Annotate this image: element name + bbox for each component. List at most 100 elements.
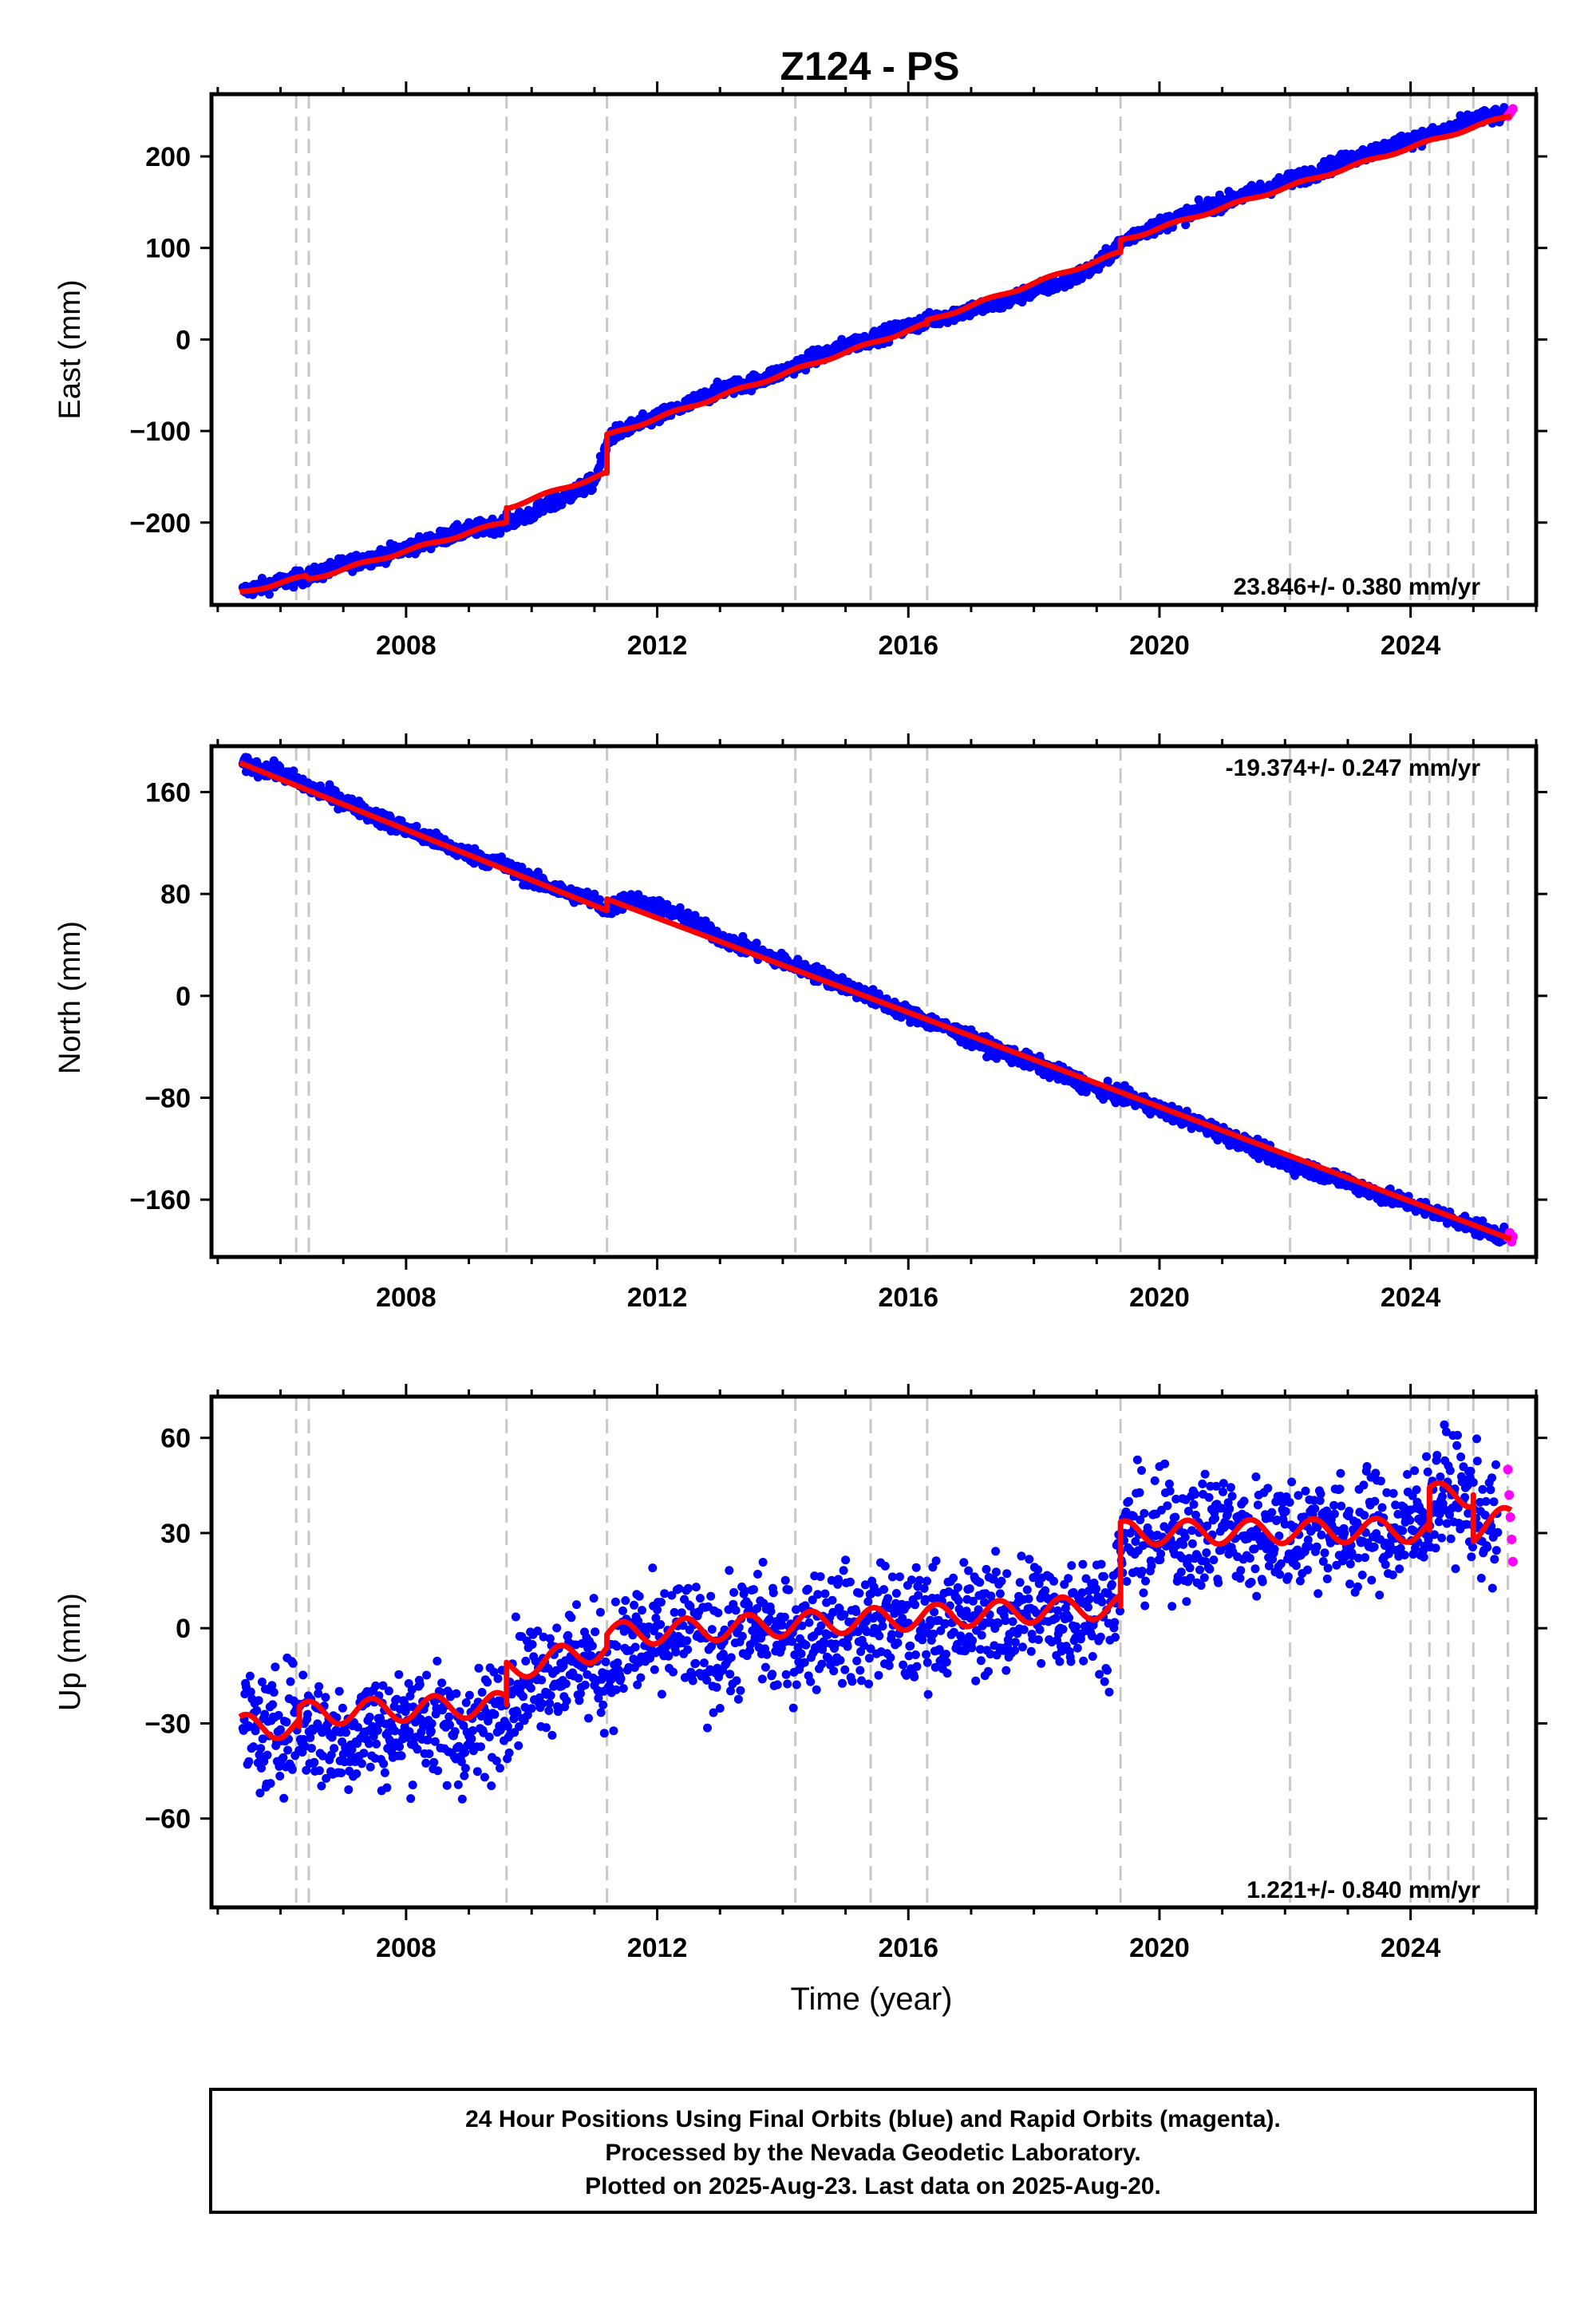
up-final-point xyxy=(310,1757,319,1767)
up-final-point xyxy=(760,1662,770,1672)
up-final-point xyxy=(784,1585,793,1595)
north-ylabel: North (mm) xyxy=(53,921,87,1074)
up-final-point xyxy=(703,1723,712,1733)
up-final-point xyxy=(864,1654,874,1663)
east-model-line xyxy=(238,113,1513,595)
east-x-tick-label: 2016 xyxy=(878,630,938,661)
up-final-point xyxy=(758,1558,768,1567)
up-final-point xyxy=(384,1686,393,1696)
up-final-point xyxy=(840,1665,850,1674)
up-final-point xyxy=(636,1673,646,1682)
up-final-point xyxy=(657,1598,666,1607)
up-final-point xyxy=(433,1656,442,1666)
up-final-point xyxy=(820,1589,830,1599)
up-final-point xyxy=(342,1728,350,1737)
up-final-point xyxy=(303,1709,312,1719)
up-final-point xyxy=(460,1764,470,1773)
east-x-tick-label: 2012 xyxy=(627,630,688,661)
east-rapid-point xyxy=(1507,104,1518,114)
up-final-point xyxy=(737,1631,747,1641)
up-final-point xyxy=(279,1753,288,1762)
up-final-point xyxy=(561,1679,571,1689)
up-final-point xyxy=(838,1678,847,1688)
up-final-point xyxy=(249,1742,259,1752)
up-final-point xyxy=(725,1566,734,1575)
up-final-point xyxy=(706,1591,716,1601)
up-final-point xyxy=(574,1674,583,1683)
up-final-point xyxy=(816,1572,825,1581)
up-final-point xyxy=(279,1793,289,1803)
up-final-point xyxy=(683,1645,693,1654)
up-final-point xyxy=(772,1680,782,1690)
up-final-point xyxy=(379,1759,389,1769)
up-final-point xyxy=(713,1608,723,1618)
up-final-point xyxy=(552,1623,562,1633)
north-final-point xyxy=(517,863,527,871)
up-final-point xyxy=(812,1685,821,1694)
up-final-point xyxy=(618,1684,628,1694)
up-final-point xyxy=(612,1642,622,1651)
east-x-tick-label: 2020 xyxy=(1129,630,1190,661)
up-final-point xyxy=(796,1649,806,1658)
north-x-tick-label: 2016 xyxy=(878,1282,938,1313)
up-final-point xyxy=(580,1680,590,1690)
up-final-point xyxy=(480,1773,489,1782)
up-final-point xyxy=(855,1588,864,1598)
up-final-point xyxy=(589,1594,598,1603)
up-final-point xyxy=(781,1670,791,1679)
up-final-point xyxy=(422,1670,432,1680)
up-final-point xyxy=(780,1612,789,1622)
up-final-point xyxy=(845,1577,855,1587)
up-final-point xyxy=(344,1785,354,1794)
up-final-point xyxy=(526,1683,535,1693)
up-final-point xyxy=(780,1575,790,1585)
up-final-point xyxy=(271,1662,280,1672)
up-final-point xyxy=(288,1658,298,1668)
up-final-point xyxy=(453,1780,463,1789)
up-final-point xyxy=(433,1766,443,1776)
up-final-point xyxy=(804,1618,814,1627)
up-final-point xyxy=(806,1677,816,1686)
up-final-point xyxy=(729,1587,739,1597)
up-final-point xyxy=(695,1594,705,1603)
north-final-point xyxy=(752,939,761,948)
up-final-point xyxy=(829,1666,839,1676)
up-final-point xyxy=(839,1610,849,1619)
east-final-point xyxy=(265,590,274,599)
up-final-point xyxy=(587,1641,597,1650)
up-final-point xyxy=(314,1682,324,1691)
up-final-point xyxy=(715,1704,725,1713)
up-final-point xyxy=(788,1703,798,1713)
up-final-point xyxy=(394,1670,404,1679)
up-final-point xyxy=(382,1783,392,1792)
up-final-point xyxy=(352,1769,361,1778)
up-final-point xyxy=(452,1689,461,1698)
up-final-point xyxy=(753,1570,762,1579)
up-final-point xyxy=(688,1676,697,1686)
north-y-tick-label: 0 xyxy=(176,982,191,1012)
up-final-point xyxy=(314,1766,324,1776)
up-final-point xyxy=(648,1563,658,1573)
up-final-point xyxy=(338,1703,347,1713)
up-final-point xyxy=(282,1717,291,1727)
up-final-point xyxy=(609,1726,618,1736)
north-x-tick-label: 2020 xyxy=(1129,1282,1190,1313)
up-final-point xyxy=(542,1723,551,1733)
up-final-point xyxy=(863,1597,873,1607)
up-final-point xyxy=(634,1591,644,1601)
up-final-point xyxy=(477,1688,487,1697)
east-plot-frame xyxy=(209,92,1539,607)
up-final-point xyxy=(474,1663,484,1673)
up-final-point xyxy=(490,1709,500,1719)
up-final-point xyxy=(519,1692,527,1701)
up-final-point xyxy=(429,1757,439,1767)
up-final-point xyxy=(616,1674,626,1683)
up-final-point xyxy=(712,1682,721,1692)
up-final-point xyxy=(834,1575,843,1584)
up-final-point xyxy=(699,1658,709,1668)
up-final-point xyxy=(286,1677,295,1686)
